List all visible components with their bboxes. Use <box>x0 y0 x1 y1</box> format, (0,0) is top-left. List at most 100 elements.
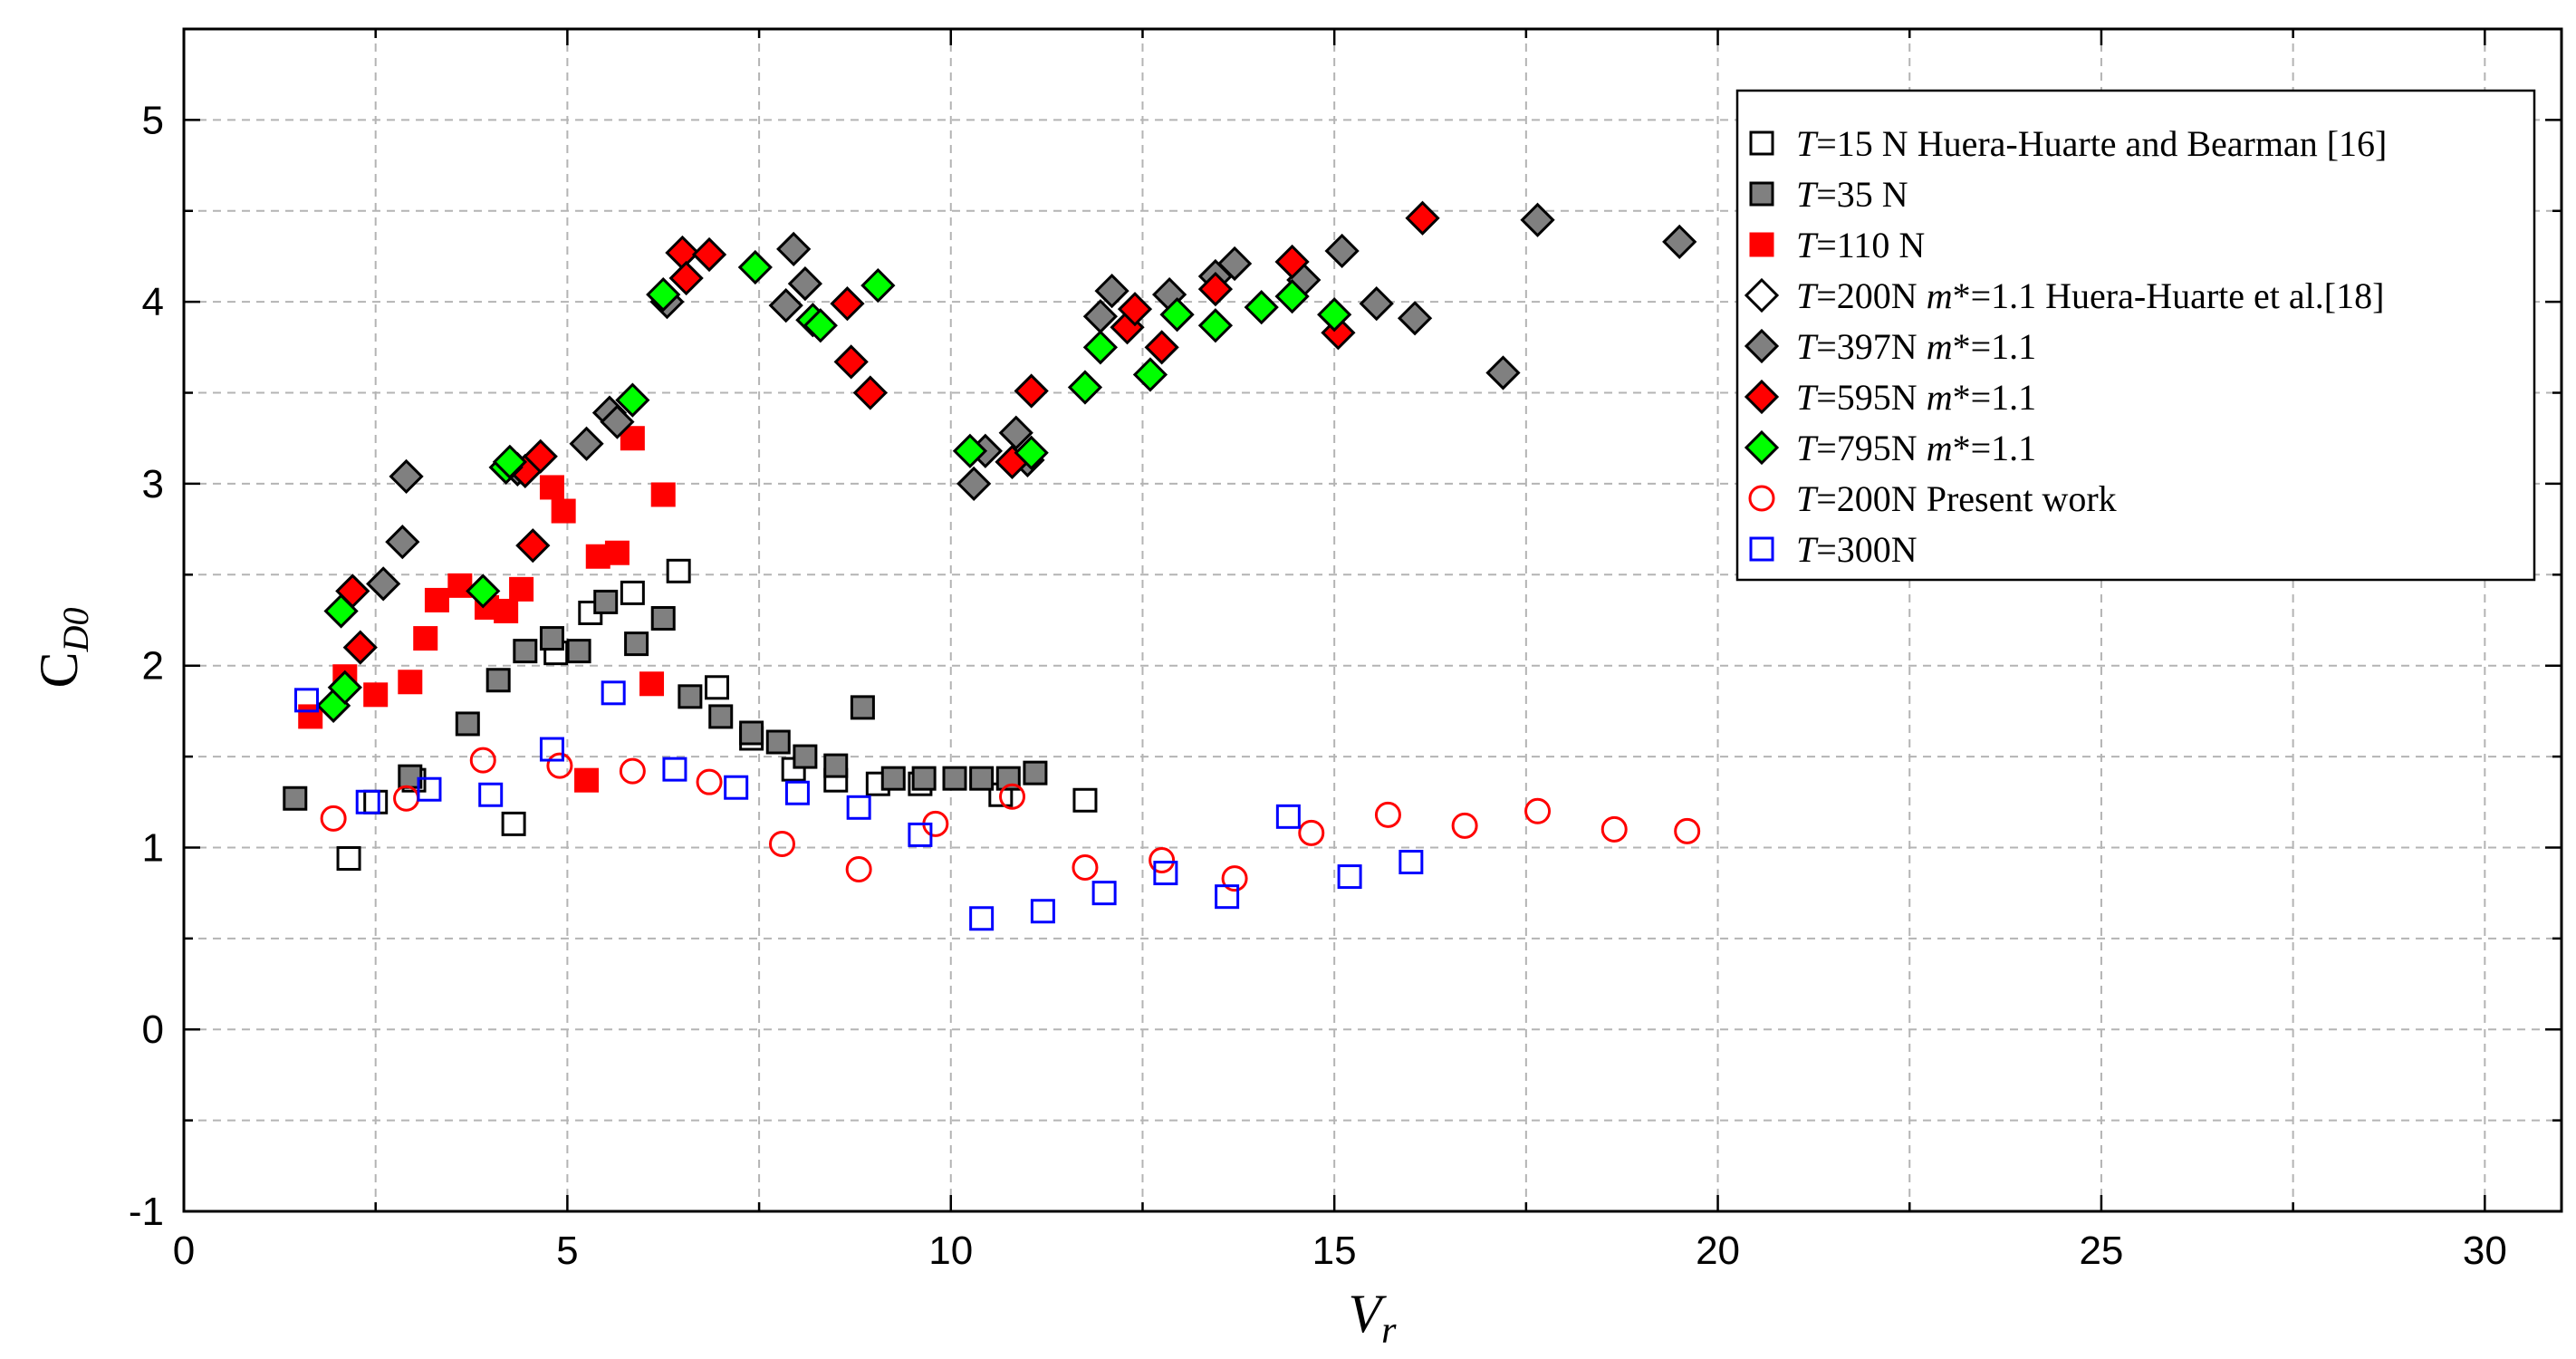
legend-item: T=397N m*=1.1 <box>1744 326 2036 367</box>
data-point <box>646 277 681 313</box>
data-point <box>1216 246 1253 282</box>
data-point <box>320 805 347 832</box>
data-point <box>908 822 933 847</box>
axis-ticks <box>182 27 2562 1213</box>
data-point <box>523 439 558 474</box>
data-point <box>666 558 691 583</box>
legend: T=15 N Huera-Huarte and Bearman [16] T=35… <box>1735 89 2536 582</box>
legend-marker <box>1744 379 1780 415</box>
x-tick-label: 0 <box>173 1229 195 1273</box>
data-point <box>1117 292 1153 327</box>
data-point <box>593 589 619 614</box>
data-point <box>662 757 687 782</box>
data-point <box>833 344 869 380</box>
data-point <box>1094 273 1129 309</box>
data-point <box>1082 330 1119 365</box>
data-point <box>501 811 526 836</box>
data-point <box>624 631 649 657</box>
data-point <box>494 598 519 623</box>
data-point <box>355 789 380 814</box>
data-point <box>478 782 504 807</box>
data-point <box>1275 804 1301 829</box>
x-tick-label: 20 <box>1696 1229 1740 1273</box>
legend-marker <box>1744 328 1780 364</box>
data-point <box>705 675 730 700</box>
data-point <box>1485 355 1521 390</box>
data-point <box>604 540 630 565</box>
data-point <box>1159 297 1195 333</box>
legend-item: T=35 N <box>1749 174 1908 215</box>
series-0 <box>336 558 1098 872</box>
data-point <box>768 288 803 323</box>
data-point <box>1337 864 1362 890</box>
data-point <box>327 670 362 705</box>
y-tick-label: 1 <box>142 825 164 870</box>
data-point <box>601 680 626 706</box>
data-point <box>1030 899 1055 924</box>
data-point <box>1399 850 1424 875</box>
legend-label: T=200N Present work <box>1796 478 2117 519</box>
x-tick-label: 5 <box>556 1229 578 1273</box>
data-point <box>952 433 988 468</box>
x-axis-title: Vr <box>1348 1284 1397 1352</box>
legend-marker <box>1749 130 1774 156</box>
data-point <box>1072 787 1098 813</box>
legend-label: T=200N m*=1.1 Huera-Huarte et al.[18] <box>1796 275 2384 316</box>
data-point <box>398 670 423 695</box>
data-point <box>1662 224 1697 260</box>
data-point <box>1397 301 1433 336</box>
legend-label: T=110 N <box>1796 225 1925 265</box>
data-point <box>1221 865 1248 892</box>
data-point <box>737 249 773 285</box>
plot-frame <box>182 27 2563 1213</box>
data-point <box>1359 286 1394 322</box>
data-point <box>1091 881 1117 906</box>
data-point <box>1072 854 1099 882</box>
legend-item: T=15 N Huera-Huarte and Bearman [16] <box>1749 123 2387 164</box>
data-point <box>650 605 676 631</box>
data-point <box>342 630 378 665</box>
data-point <box>447 573 473 598</box>
data-point <box>846 795 871 820</box>
data-point <box>724 775 749 800</box>
data-point <box>1014 435 1049 470</box>
y-tick-label: 4 <box>142 280 164 324</box>
data-point <box>650 482 676 507</box>
data-point <box>546 752 573 779</box>
data-point <box>1244 290 1279 325</box>
legend-label: T=35 N <box>1796 174 1908 215</box>
data-point <box>999 783 1026 810</box>
data-point <box>1520 202 1555 237</box>
series-1 <box>283 589 1048 811</box>
data-point <box>911 766 937 791</box>
data-point <box>765 729 791 755</box>
data-point <box>363 682 389 708</box>
legend-item: T=300N <box>1749 529 1918 570</box>
data-point <box>696 768 723 795</box>
data-point <box>1067 370 1103 405</box>
data-point <box>469 747 496 774</box>
data-point <box>413 626 438 651</box>
data-point <box>678 684 703 709</box>
data-point <box>969 766 995 791</box>
data-point <box>619 757 646 785</box>
x-tick-label: 25 <box>2079 1229 2123 1273</box>
data-point <box>639 671 665 697</box>
data-point <box>366 566 401 602</box>
data-point <box>466 573 501 609</box>
legend-marker <box>1749 232 1774 257</box>
data-point <box>389 458 424 495</box>
data-point <box>1317 297 1352 333</box>
data-point <box>942 766 967 791</box>
data-point <box>566 639 591 664</box>
data-point <box>1274 244 1310 280</box>
legend-item: T=200N m*=1.1 Huera-Huarte et al.[18] <box>1744 275 2384 316</box>
legend-item: T=795N m*=1.1 <box>1744 428 2036 468</box>
series-2 <box>298 426 676 793</box>
data-point <box>298 704 323 729</box>
data-point <box>1153 861 1178 886</box>
data-point <box>417 776 442 802</box>
data-point <box>691 236 727 273</box>
data-point <box>492 444 528 479</box>
